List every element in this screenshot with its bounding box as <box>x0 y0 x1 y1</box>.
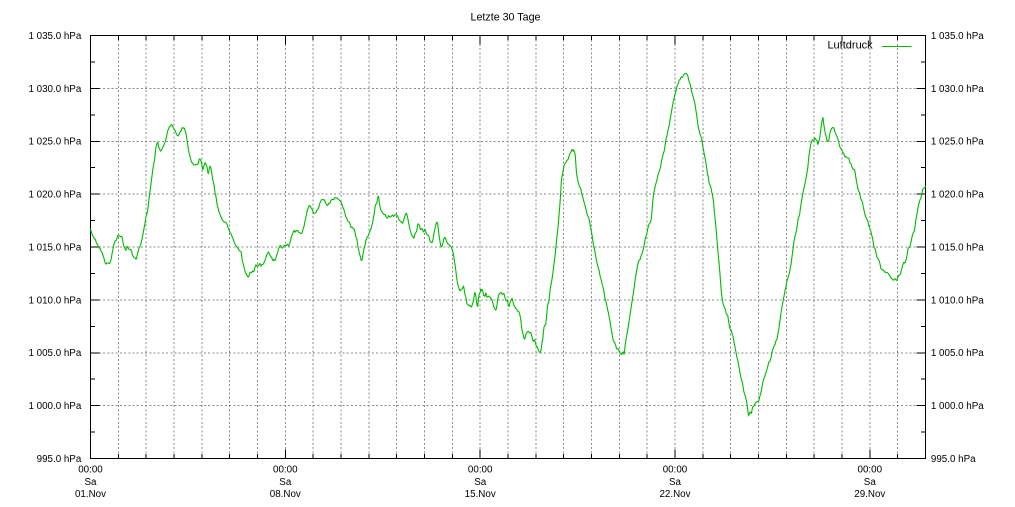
svg-text:1 010.0 hPa: 1 010.0 hPa <box>931 295 984 306</box>
svg-text:Sa: Sa <box>864 477 877 488</box>
svg-text:1 035.0 hPa: 1 035.0 hPa <box>931 31 984 42</box>
svg-text:29.Nov: 29.Nov <box>854 489 885 500</box>
svg-text:995.0 hPa: 995.0 hPa <box>931 454 976 465</box>
svg-text:Sa: Sa <box>279 477 292 488</box>
svg-text:15.Nov: 15.Nov <box>465 489 496 500</box>
svg-text:22.Nov: 22.Nov <box>659 489 690 500</box>
svg-text:1 015.0 hPa: 1 015.0 hPa <box>28 242 81 253</box>
svg-text:08.Nov: 08.Nov <box>270 489 301 500</box>
svg-text:00:00: 00:00 <box>468 465 493 476</box>
svg-text:Luftdruck: Luftdruck <box>827 40 873 52</box>
svg-text:1 020.0 hPa: 1 020.0 hPa <box>931 190 984 201</box>
svg-text:00:00: 00:00 <box>663 465 688 476</box>
svg-text:00:00: 00:00 <box>273 465 298 476</box>
svg-text:1 010.0 hPa: 1 010.0 hPa <box>28 295 81 306</box>
svg-text:1 005.0 hPa: 1 005.0 hPa <box>931 348 984 359</box>
svg-text:1 000.0 hPa: 1 000.0 hPa <box>931 401 984 412</box>
svg-text:Sa: Sa <box>474 477 487 488</box>
svg-text:1 030.0 hPa: 1 030.0 hPa <box>28 84 81 95</box>
svg-text:1 000.0 hPa: 1 000.0 hPa <box>28 401 81 412</box>
svg-text:1 035.0 hPa: 1 035.0 hPa <box>28 31 81 42</box>
svg-text:00:00: 00:00 <box>858 465 883 476</box>
svg-text:995.0 hPa: 995.0 hPa <box>37 454 82 465</box>
svg-text:1 025.0 hPa: 1 025.0 hPa <box>28 137 81 148</box>
svg-text:00:00: 00:00 <box>78 465 103 476</box>
svg-text:1 015.0 hPa: 1 015.0 hPa <box>931 242 984 253</box>
svg-text:1 020.0 hPa: 1 020.0 hPa <box>28 190 81 201</box>
svg-text:Letzte 30 Tage: Letzte 30 Tage <box>471 12 541 24</box>
svg-text:1 025.0 hPa: 1 025.0 hPa <box>931 137 984 148</box>
svg-text:1 005.0 hPa: 1 005.0 hPa <box>28 348 81 359</box>
svg-text:Sa: Sa <box>85 477 98 488</box>
svg-text:01.Nov: 01.Nov <box>75 489 106 500</box>
svg-text:Sa: Sa <box>669 477 682 488</box>
svg-text:1 030.0 hPa: 1 030.0 hPa <box>931 84 984 95</box>
